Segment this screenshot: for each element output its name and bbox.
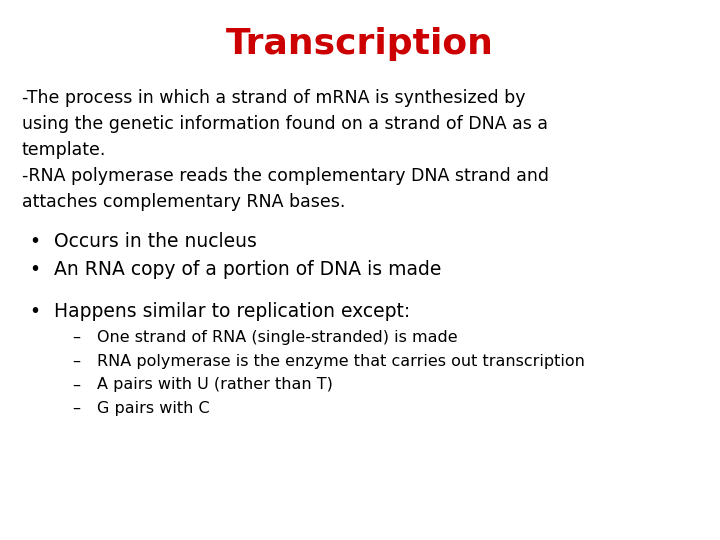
Text: One strand of RNA (single-stranded) is made: One strand of RNA (single-stranded) is m…: [97, 330, 458, 345]
Text: –: –: [72, 377, 80, 393]
Text: using the genetic information found on a strand of DNA as a: using the genetic information found on a…: [22, 115, 548, 133]
Text: A pairs with U (rather than T): A pairs with U (rather than T): [97, 377, 333, 393]
Text: Occurs in the nucleus: Occurs in the nucleus: [54, 232, 257, 251]
Text: •: •: [29, 232, 40, 251]
Text: template.: template.: [22, 141, 106, 159]
Text: Transcription: Transcription: [226, 27, 494, 61]
Text: RNA polymerase is the enzyme that carries out transcription: RNA polymerase is the enzyme that carrie…: [97, 354, 585, 369]
Text: •: •: [29, 302, 40, 321]
Text: -RNA polymerase reads the complementary DNA strand and: -RNA polymerase reads the complementary …: [22, 167, 549, 185]
Text: G pairs with C: G pairs with C: [97, 401, 210, 416]
Text: -The process in which a strand of mRNA is synthesized by: -The process in which a strand of mRNA i…: [22, 89, 525, 107]
Text: attaches complementary RNA bases.: attaches complementary RNA bases.: [22, 193, 345, 211]
Text: –: –: [72, 354, 80, 369]
Text: –: –: [72, 401, 80, 416]
Text: Happens similar to replication except:: Happens similar to replication except:: [54, 302, 410, 321]
Text: •: •: [29, 260, 40, 279]
Text: An RNA copy of a portion of DNA is made: An RNA copy of a portion of DNA is made: [54, 260, 441, 279]
Text: –: –: [72, 330, 80, 345]
